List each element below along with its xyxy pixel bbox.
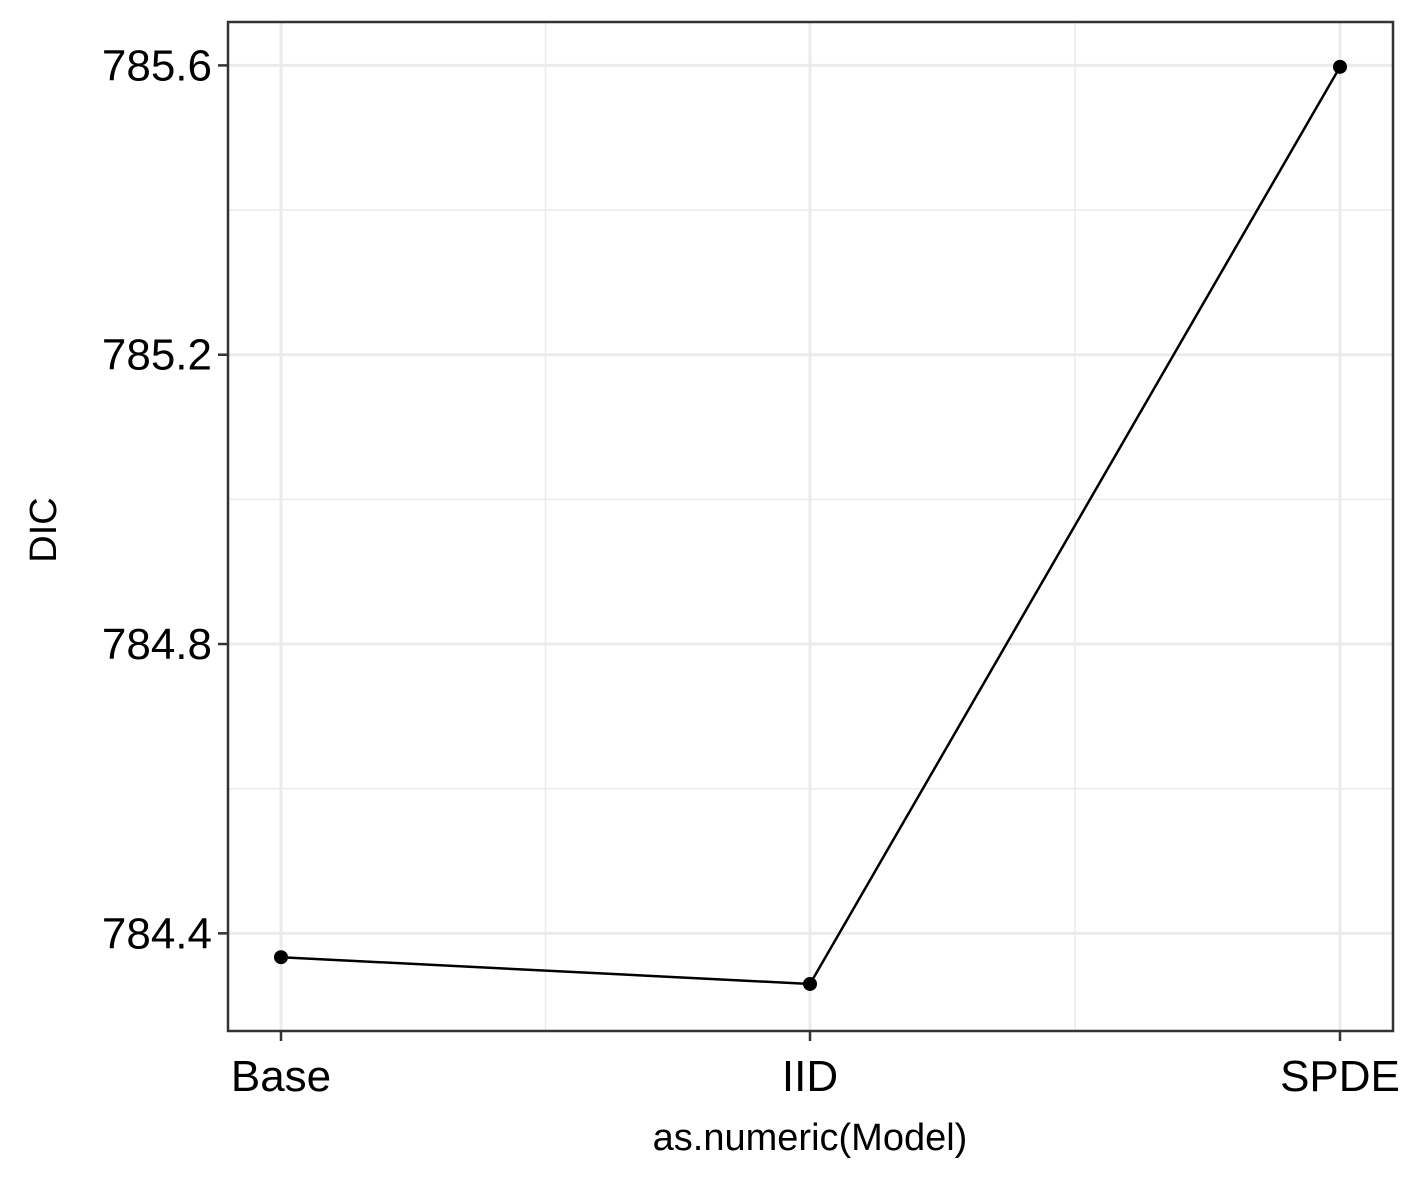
x-axis: Base IID SPDE <box>231 1031 1400 1101</box>
data-point <box>803 976 817 991</box>
y-axis: 784.4 784.8 785.2 785.6 <box>102 41 228 958</box>
data-point <box>1333 59 1347 74</box>
x-tick-label: Base <box>231 1052 331 1101</box>
x-axis-title: as.numeric(Model) <box>653 1117 968 1159</box>
y-tick-label: 785.6 <box>102 41 212 90</box>
y-axis-title: DIC <box>23 497 65 562</box>
series-layer <box>274 59 1347 991</box>
x-tick-label: IID <box>782 1052 838 1101</box>
x-tick-label: SPDE <box>1280 1052 1400 1101</box>
y-tick-label: 784.8 <box>102 620 212 669</box>
y-tick-label: 784.4 <box>102 909 212 958</box>
data-point <box>274 950 288 965</box>
major-gridlines <box>228 22 1393 1031</box>
y-tick-label: 785.2 <box>102 331 212 380</box>
